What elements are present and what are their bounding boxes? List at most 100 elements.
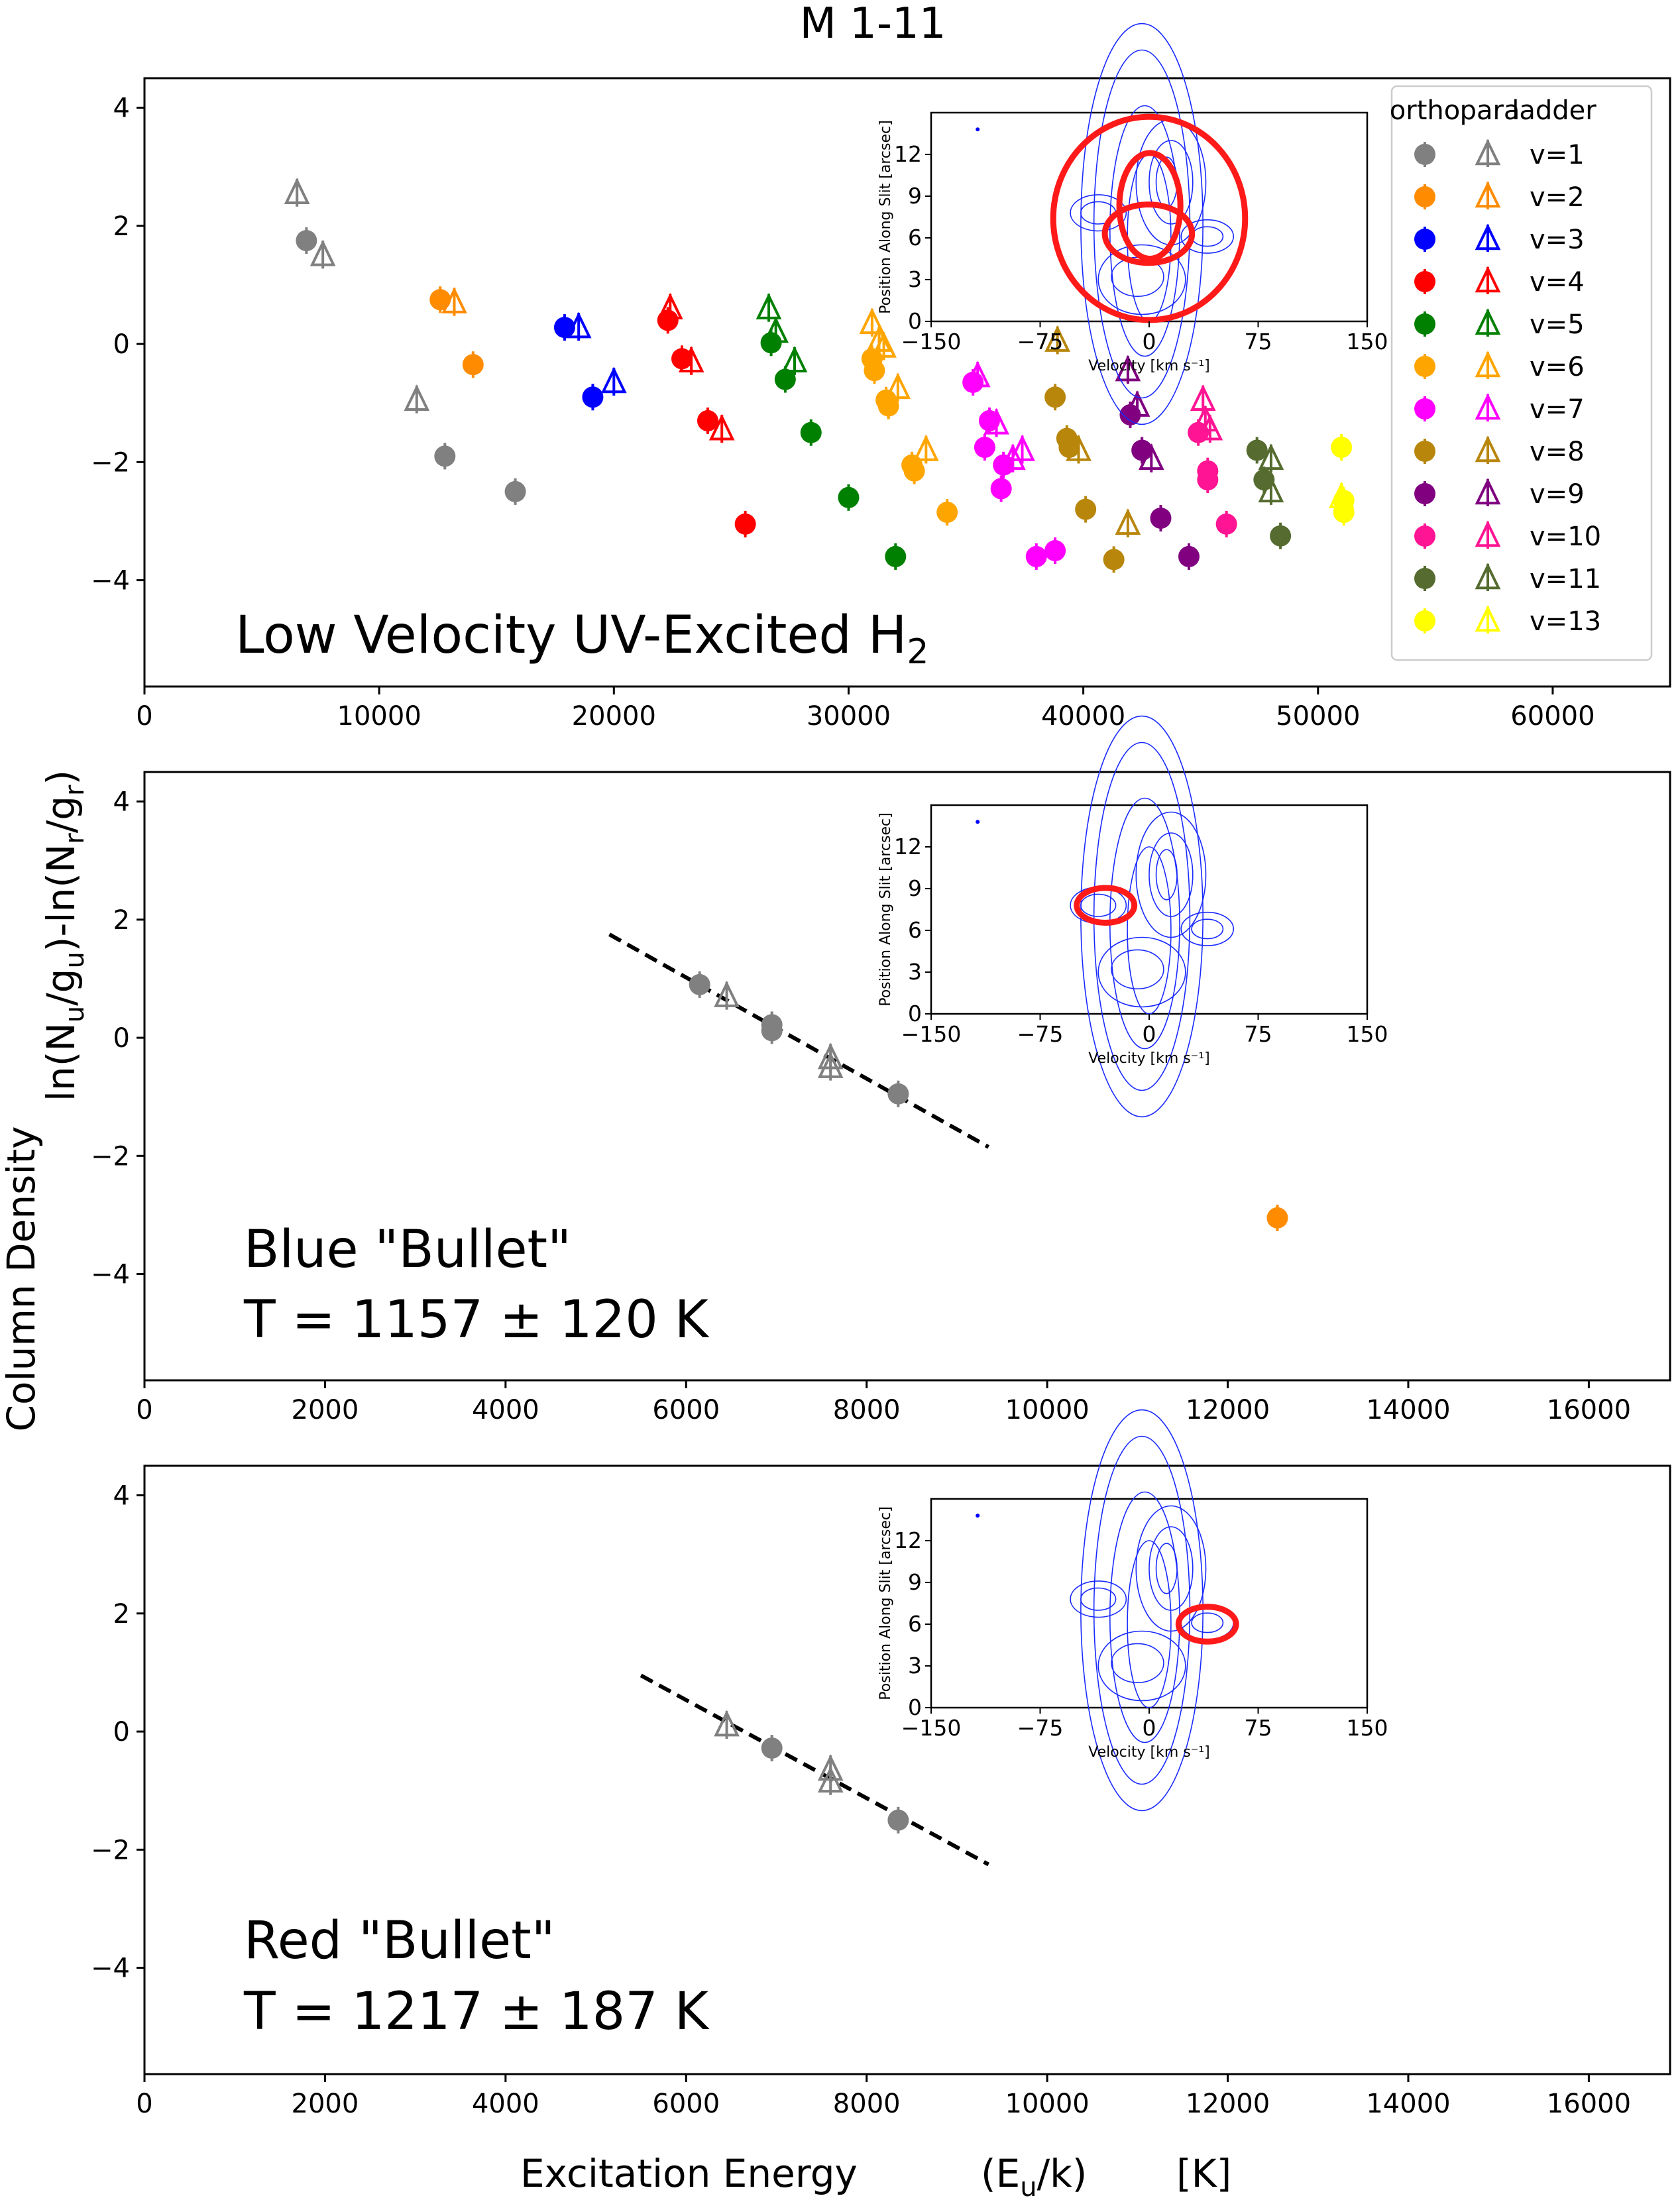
inset-x-label: Velocity [km s⁻¹] bbox=[1088, 1050, 1210, 1067]
inset-x-tick-label: −75 bbox=[1017, 329, 1064, 355]
inset-pv-diagram: −150 −75 0 75 150 0 3 6 9 12 Velocity [km s⁻¹] Posi… bbox=[877, 23, 1388, 425]
para-point bbox=[441, 287, 467, 313]
ortho-point bbox=[1178, 545, 1200, 567]
ortho-point bbox=[990, 478, 1012, 500]
para-point bbox=[913, 434, 939, 461]
panel-annotation: Low Velocity UV-Excited H2 bbox=[235, 606, 928, 672]
y-tick-label: −4 bbox=[91, 1954, 130, 1984]
inset-y-label: Position Along Slit [arcsec] bbox=[877, 1506, 894, 1700]
inset-x-tick-label: −150 bbox=[901, 1715, 962, 1741]
legend-label: v=1 bbox=[1530, 140, 1585, 170]
para-point bbox=[708, 413, 735, 441]
para-point bbox=[714, 1710, 740, 1737]
x-tick-label: 8000 bbox=[833, 2089, 901, 2119]
legend-ortho-marker bbox=[1414, 483, 1435, 504]
para-point bbox=[817, 1052, 844, 1078]
legend-ortho-marker bbox=[1414, 398, 1435, 419]
ortho-point bbox=[582, 386, 604, 408]
legend-para-marker bbox=[1475, 605, 1501, 632]
legend-ortho-marker bbox=[1414, 610, 1435, 632]
inset-x-tick-label: −75 bbox=[1017, 1021, 1064, 1047]
y-tick-label: −2 bbox=[91, 1835, 130, 1865]
para-point bbox=[885, 372, 911, 400]
para-point bbox=[859, 307, 885, 335]
inset-y-tick-label: 6 bbox=[908, 917, 922, 943]
ortho-point bbox=[800, 421, 822, 443]
legend-label: v=2 bbox=[1530, 182, 1585, 213]
x-tick-label: 16000 bbox=[1547, 2089, 1631, 2119]
x-tick-label: 60000 bbox=[1510, 701, 1595, 732]
x-tick-label: 2000 bbox=[292, 1395, 359, 1425]
legend-ortho-marker bbox=[1414, 186, 1435, 207]
inset-y-tick-label: 6 bbox=[908, 1611, 922, 1637]
inset-marker-dot bbox=[976, 1514, 980, 1518]
inset-x-label: Velocity [km s⁻¹] bbox=[1088, 358, 1210, 374]
ortho-point bbox=[657, 309, 679, 331]
ortho-point bbox=[1270, 525, 1292, 547]
panel-blue-bullet: 0 2000 4000 6000 8000 10000 12000 14000 16000−4−… bbox=[91, 715, 1671, 1425]
inset-y-tick-label: 9 bbox=[908, 183, 922, 209]
inset-frame bbox=[930, 804, 1369, 1015]
para-point bbox=[1115, 355, 1141, 382]
y-tick-label: 0 bbox=[113, 1717, 130, 1747]
para-point bbox=[964, 360, 991, 388]
ortho-point bbox=[877, 395, 899, 417]
para-point bbox=[1115, 508, 1141, 535]
inset-y-tick-label: 0 bbox=[908, 1001, 922, 1026]
y-tick-label: −4 bbox=[91, 1260, 130, 1290]
x-axis-label: Excitation Energy (Eu/k) [K] bbox=[520, 2151, 1231, 2202]
inset-frame bbox=[930, 111, 1369, 323]
ortho-point bbox=[434, 445, 456, 467]
ortho-point bbox=[504, 480, 526, 502]
inset-contour bbox=[1135, 811, 1207, 938]
para-point bbox=[763, 316, 789, 343]
panel-annotation-line1: Blue "Bullet" bbox=[244, 1220, 571, 1280]
legend-header: para bbox=[1460, 95, 1520, 126]
panel-annotation-line1: Red "Bullet" bbox=[244, 1911, 555, 1971]
inset-x-tick-label: 150 bbox=[1347, 1715, 1388, 1741]
inset-contour bbox=[1080, 1587, 1117, 1611]
inset-x-tick-label: 75 bbox=[1245, 1021, 1272, 1047]
x-tick-label: 10000 bbox=[1005, 2089, 1090, 2119]
y-tick-label: −2 bbox=[91, 447, 130, 478]
panel-annotation-line2: T = 1157 ± 120 K bbox=[243, 1290, 710, 1350]
inset-x-tick-label: 0 bbox=[1143, 1715, 1156, 1741]
annotation-main: Low Velocity UV-Excited H bbox=[235, 606, 907, 665]
inset-x-tick-label: 150 bbox=[1347, 1021, 1388, 1047]
y-tick-label: 2 bbox=[113, 1599, 130, 1629]
panel-low-velocity: 0 10000 20000 30000 40000 50000 60000 −4 −2 0 2 4 L… bbox=[91, 23, 1671, 732]
x-tick-label: 30000 bbox=[807, 701, 891, 732]
legend-ortho-marker bbox=[1414, 525, 1435, 547]
para-point bbox=[1197, 413, 1223, 441]
ortho-point bbox=[903, 460, 925, 482]
y-tick-label: 2 bbox=[113, 211, 130, 242]
legend-label: v=7 bbox=[1530, 394, 1585, 425]
inset-contour bbox=[1148, 832, 1194, 917]
axes-ticks: 0 10000 20000 30000 40000 50000 60000 −4 −2 0 2 4 bbox=[91, 93, 1595, 732]
para-point bbox=[817, 1766, 844, 1793]
x-tick-label: 2000 bbox=[292, 2089, 359, 2119]
inset-red-region bbox=[1101, 201, 1196, 266]
y-tick-label: 4 bbox=[113, 93, 130, 124]
x-tick-label: 6000 bbox=[652, 2089, 720, 2119]
para-point bbox=[1138, 443, 1164, 470]
legend-para-marker bbox=[1475, 563, 1501, 590]
para-point bbox=[1009, 434, 1035, 461]
panel-annotation-line2: T = 1217 ± 187 K bbox=[243, 1982, 710, 2042]
ortho-point bbox=[974, 437, 995, 459]
legend-para-marker bbox=[1475, 181, 1501, 208]
plot-frame bbox=[143, 77, 1671, 688]
x-tick-label: 12000 bbox=[1186, 1395, 1270, 1425]
x-tick-label: 12000 bbox=[1186, 2089, 1270, 2119]
inset-contour bbox=[1080, 1409, 1204, 1812]
ortho-point bbox=[1331, 437, 1353, 459]
inset-y-label: Position Along Slit [arcsec] bbox=[877, 120, 894, 313]
legend-ortho-marker bbox=[1414, 441, 1435, 462]
y-tick-label: 0 bbox=[113, 1023, 130, 1054]
para-point bbox=[657, 293, 683, 319]
ortho-point bbox=[697, 410, 718, 431]
y-tick-label: 0 bbox=[113, 329, 130, 360]
ortho-point bbox=[429, 289, 451, 311]
para-point bbox=[1044, 325, 1071, 352]
